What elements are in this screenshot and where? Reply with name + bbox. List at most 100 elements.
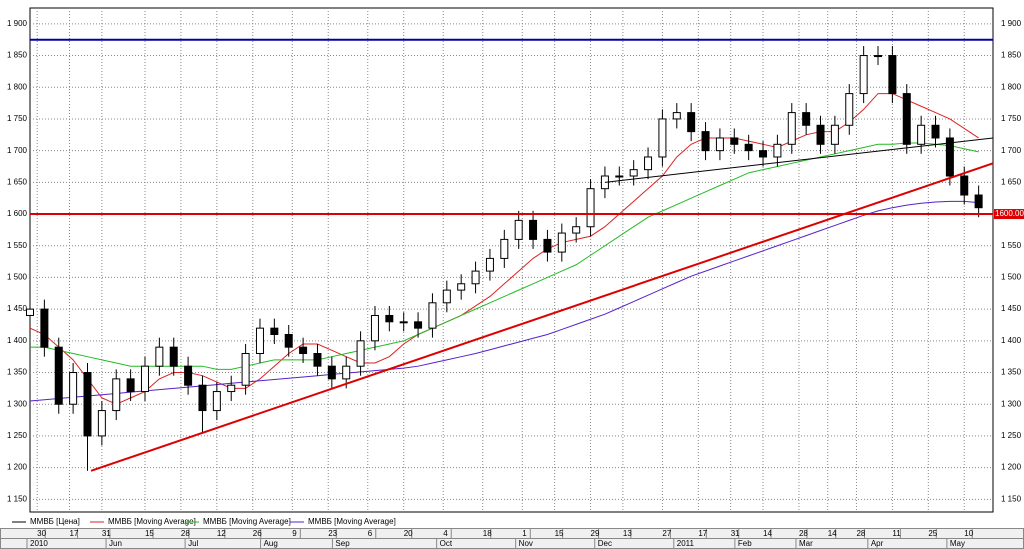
candle-body bbox=[715, 137, 724, 152]
month-label: Jul bbox=[188, 539, 198, 548]
x-tick-label: 6 bbox=[368, 529, 373, 538]
y-tick-label-left: 1 350 bbox=[7, 368, 28, 377]
candle-body bbox=[140, 365, 149, 393]
x-tick-label: 28 bbox=[181, 529, 190, 538]
y-tick-label-left: 1 150 bbox=[7, 494, 28, 503]
candle-body bbox=[917, 124, 926, 145]
candle-body bbox=[428, 302, 437, 329]
candle-body bbox=[327, 365, 336, 380]
x-tick-label: 13 bbox=[623, 529, 632, 538]
candle-body bbox=[500, 238, 509, 259]
x-tick-label: 10 bbox=[964, 529, 973, 538]
candle-body bbox=[945, 137, 954, 177]
month-label: Sep bbox=[335, 539, 350, 548]
y-tick-label: 1 800 bbox=[1001, 82, 1022, 91]
candle-body bbox=[155, 346, 164, 367]
candle-body bbox=[485, 257, 494, 272]
x-tick-label: 31 bbox=[102, 529, 111, 538]
candle-body bbox=[54, 346, 63, 405]
candle-body bbox=[960, 175, 969, 196]
x-tick-label: 9 bbox=[292, 529, 297, 538]
candle-body bbox=[687, 112, 696, 133]
x-tick-label: 14 bbox=[828, 529, 837, 538]
y-tick-label-left: 1 450 bbox=[7, 304, 28, 313]
plot-frame bbox=[29, 7, 994, 513]
x-tick-label: 15 bbox=[555, 529, 564, 538]
candle-body bbox=[816, 124, 825, 145]
y-tick-label: 1 750 bbox=[1001, 114, 1022, 123]
x-tick-label: 31 bbox=[731, 529, 740, 538]
legend-label: ММВБ [Moving Average] bbox=[203, 517, 291, 526]
candle-body bbox=[255, 327, 264, 355]
candle-body bbox=[284, 333, 293, 348]
y-tick-label-left: 1 300 bbox=[7, 399, 28, 408]
candle-body bbox=[270, 327, 279, 335]
y-tick-label-left: 1 400 bbox=[7, 336, 28, 345]
candle-body bbox=[342, 365, 351, 380]
trend-line bbox=[604, 137, 994, 183]
y-tick-label: 1 900 bbox=[1001, 19, 1022, 28]
candle-body bbox=[902, 93, 911, 145]
candle-body bbox=[543, 238, 552, 253]
x-tick-label: 17 bbox=[698, 529, 707, 538]
candle-body bbox=[241, 353, 250, 386]
x-tick-label: 23 bbox=[328, 529, 337, 538]
candle-body bbox=[356, 340, 365, 367]
y-tick-label-left: 1 500 bbox=[7, 273, 28, 282]
candle-body bbox=[644, 156, 653, 171]
candle-body bbox=[227, 384, 236, 393]
candle-body bbox=[69, 372, 78, 405]
candle-body bbox=[313, 353, 322, 367]
y-tick-label-left: 1 850 bbox=[7, 51, 28, 60]
month-label: Oct bbox=[440, 539, 453, 548]
y-tick-label: 1 850 bbox=[1001, 51, 1022, 60]
legend-label: ММВБ [Moving Average] bbox=[308, 517, 396, 526]
x-tick-label: 1 bbox=[522, 529, 527, 538]
candle-body bbox=[701, 131, 710, 152]
y-tick-label-left: 1 600 bbox=[7, 209, 28, 218]
y-tick-label-left: 1 200 bbox=[7, 463, 28, 472]
x-tick-label: 30 bbox=[37, 529, 46, 538]
x-tick-label: 14 bbox=[763, 529, 772, 538]
candle-body bbox=[787, 112, 796, 145]
trend-line bbox=[90, 162, 994, 472]
candle-body bbox=[759, 150, 768, 158]
candle-body bbox=[184, 365, 193, 386]
month-label: May bbox=[950, 539, 965, 548]
candle-body bbox=[845, 93, 854, 126]
candle-body bbox=[40, 308, 49, 348]
month-label: 2010 bbox=[30, 539, 48, 548]
x-tick-label: 27 bbox=[662, 529, 671, 538]
candle-body bbox=[586, 188, 595, 228]
x-tick-label: 15 bbox=[145, 529, 154, 538]
y-tick-label-left: 1 550 bbox=[7, 241, 28, 250]
y-tick-label: 1 250 bbox=[1001, 431, 1022, 440]
month-label: Jun bbox=[109, 539, 122, 548]
candle-body bbox=[615, 175, 624, 178]
candle-body bbox=[399, 321, 408, 324]
x-tick-label: 26 bbox=[253, 529, 262, 538]
candle-body bbox=[414, 321, 423, 329]
month-label: Apr bbox=[871, 539, 884, 548]
x-tick-label: 18 bbox=[483, 529, 492, 538]
candle-body bbox=[126, 378, 135, 393]
candle-body bbox=[212, 391, 221, 412]
candle-body bbox=[442, 289, 451, 304]
x-tick-label: 28 bbox=[856, 529, 865, 538]
y-tick-label: 1 150 bbox=[1001, 494, 1022, 503]
candle-body bbox=[169, 346, 178, 367]
y-tick-label-left: 1 700 bbox=[7, 146, 28, 155]
candle-body bbox=[97, 410, 106, 437]
price-tag bbox=[994, 209, 1024, 220]
y-tick-label: 1 400 bbox=[1001, 336, 1022, 345]
price-tag-label: 1600.00 bbox=[995, 209, 1024, 218]
candle-body bbox=[572, 226, 581, 234]
y-tick-label: 1 650 bbox=[1001, 177, 1022, 186]
month-label: Aug bbox=[264, 539, 278, 548]
candle-body bbox=[888, 55, 897, 95]
month-label: Dec bbox=[598, 539, 612, 548]
candle-body bbox=[83, 372, 92, 437]
candle-body bbox=[730, 137, 739, 145]
candle-body bbox=[514, 219, 523, 240]
